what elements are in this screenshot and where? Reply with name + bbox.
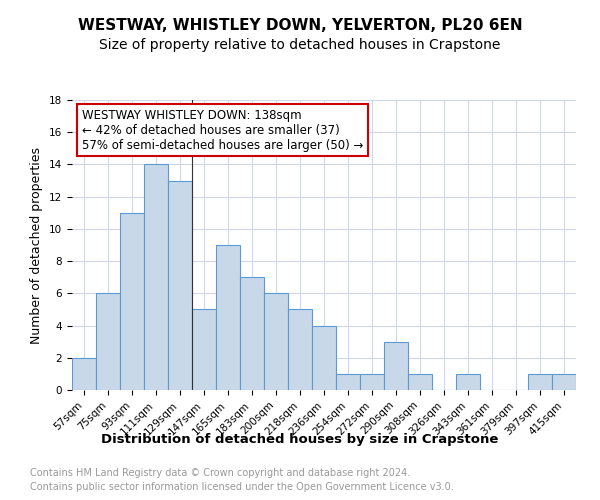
Bar xyxy=(552,374,576,390)
Bar xyxy=(528,374,552,390)
Text: Contains public sector information licensed under the Open Government Licence v3: Contains public sector information licen… xyxy=(30,482,454,492)
Bar xyxy=(456,374,480,390)
Bar xyxy=(192,310,216,390)
Bar xyxy=(216,245,240,390)
Text: WESTWAY WHISTLEY DOWN: 138sqm
← 42% of detached houses are smaller (37)
57% of s: WESTWAY WHISTLEY DOWN: 138sqm ← 42% of d… xyxy=(82,108,364,152)
Text: Contains HM Land Registry data © Crown copyright and database right 2024.: Contains HM Land Registry data © Crown c… xyxy=(30,468,410,477)
Bar xyxy=(168,180,192,390)
Bar xyxy=(120,213,144,390)
Y-axis label: Number of detached properties: Number of detached properties xyxy=(31,146,43,344)
Bar xyxy=(72,358,96,390)
Bar xyxy=(312,326,336,390)
Bar xyxy=(336,374,360,390)
Bar xyxy=(240,277,264,390)
Bar xyxy=(384,342,408,390)
Text: WESTWAY, WHISTLEY DOWN, YELVERTON, PL20 6EN: WESTWAY, WHISTLEY DOWN, YELVERTON, PL20 … xyxy=(77,18,523,32)
Bar xyxy=(360,374,384,390)
Bar xyxy=(264,294,288,390)
Bar xyxy=(288,310,312,390)
Bar xyxy=(408,374,432,390)
Text: Distribution of detached houses by size in Crapstone: Distribution of detached houses by size … xyxy=(101,432,499,446)
Bar xyxy=(96,294,120,390)
Text: Size of property relative to detached houses in Crapstone: Size of property relative to detached ho… xyxy=(100,38,500,52)
Bar xyxy=(144,164,168,390)
